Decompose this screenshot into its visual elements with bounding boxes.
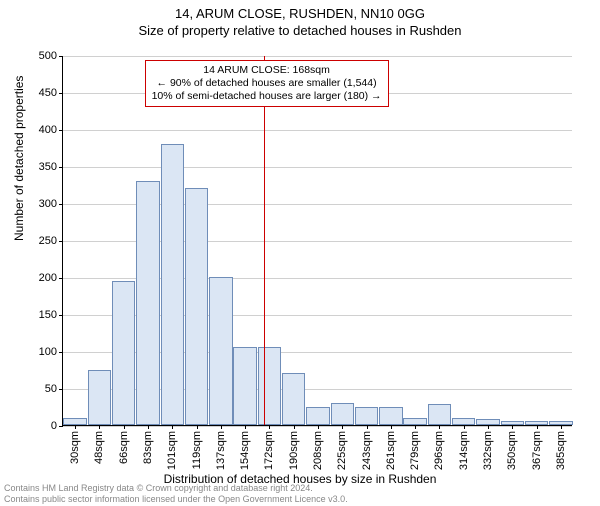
xtick-label: 385sqm [555, 431, 567, 470]
info-box: 14 ARUM CLOSE: 168sqm← 90% of detached h… [145, 60, 389, 107]
xtick-mark [172, 425, 173, 429]
xtick-label: 367sqm [531, 431, 543, 470]
bar [161, 144, 184, 425]
xtick-mark [367, 425, 368, 429]
gridline [63, 167, 572, 168]
xtick-mark [99, 425, 100, 429]
ytick-mark [59, 352, 63, 353]
xtick-mark [464, 425, 465, 429]
bar [379, 407, 402, 426]
xtick-label: 66sqm [118, 431, 130, 464]
bar [88, 370, 111, 426]
bar [282, 373, 305, 425]
bar [185, 188, 208, 425]
ytick-label: 400 [39, 124, 57, 136]
ytick-label: 350 [39, 161, 57, 173]
ytick-label: 250 [39, 235, 57, 247]
ytick-mark [59, 426, 63, 427]
xtick-mark [537, 425, 538, 429]
xtick-label: 154sqm [239, 431, 251, 470]
xtick-mark [318, 425, 319, 429]
xtick-label: 101sqm [166, 431, 178, 470]
gridline [63, 130, 572, 131]
bar [331, 403, 354, 425]
bar [233, 347, 256, 425]
xtick-mark [245, 425, 246, 429]
xtick-mark [488, 425, 489, 429]
xtick-mark [342, 425, 343, 429]
ytick-mark [59, 278, 63, 279]
xtick-label: 350sqm [506, 431, 518, 470]
xtick-label: 225sqm [336, 431, 348, 470]
ytick-label: 0 [51, 420, 57, 432]
ytick-label: 200 [39, 272, 57, 284]
xtick-label: 243sqm [361, 431, 373, 470]
bar [452, 418, 475, 425]
xtick-label: 30sqm [69, 431, 81, 464]
ytick-mark [59, 389, 63, 390]
ytick-label: 150 [39, 309, 57, 321]
xtick-label: 261sqm [385, 431, 397, 470]
ytick-mark [59, 315, 63, 316]
footer: Contains HM Land Registry data © Crown c… [4, 483, 348, 504]
bar [306, 407, 329, 426]
ytick-mark [59, 167, 63, 168]
xtick-label: 190sqm [288, 431, 300, 470]
xtick-label: 119sqm [191, 431, 203, 469]
y-axis-label: Number of detached properties [12, 76, 26, 241]
marker-line [264, 56, 265, 425]
xtick-mark [415, 425, 416, 429]
ytick-label: 300 [39, 198, 57, 210]
xtick-mark [512, 425, 513, 429]
ytick-label: 500 [39, 50, 57, 62]
xtick-mark [391, 425, 392, 429]
xtick-mark [561, 425, 562, 429]
ytick-mark [59, 204, 63, 205]
xtick-label: 208sqm [312, 431, 324, 470]
bar [403, 418, 426, 425]
gridline [63, 56, 572, 57]
ytick-mark [59, 56, 63, 57]
ytick-mark [59, 130, 63, 131]
xtick-label: 332sqm [482, 431, 494, 470]
xtick-mark [75, 425, 76, 429]
xtick-mark [294, 425, 295, 429]
ytick-mark [59, 241, 63, 242]
xtick-label: 137sqm [215, 431, 227, 470]
bar [355, 407, 378, 426]
xtick-mark [148, 425, 149, 429]
ytick-label: 450 [39, 87, 57, 99]
xtick-label: 314sqm [458, 431, 470, 470]
info-box-line: 10% of semi-detached houses are larger (… [152, 90, 382, 103]
bar [136, 181, 159, 425]
xtick-mark [197, 425, 198, 429]
footer-line-2: Contains public sector information licen… [4, 494, 348, 504]
xtick-label: 48sqm [93, 431, 105, 464]
chart-area: 05010015020025030035040045050030sqm48sqm… [62, 56, 572, 426]
xtick-mark [439, 425, 440, 429]
title-sub: Size of property relative to detached ho… [0, 23, 600, 38]
footer-line-1: Contains HM Land Registry data © Crown c… [4, 483, 348, 493]
bar [428, 404, 451, 425]
xtick-label: 172sqm [263, 431, 275, 470]
title-main: 14, ARUM CLOSE, RUSHDEN, NN10 0GG [0, 6, 600, 21]
bar [63, 418, 86, 425]
ytick-label: 50 [45, 383, 57, 395]
info-box-line: 14 ARUM CLOSE: 168sqm [152, 64, 382, 77]
xtick-mark [221, 425, 222, 429]
xtick-mark [124, 425, 125, 429]
ytick-label: 100 [39, 346, 57, 358]
xtick-label: 296sqm [433, 431, 445, 470]
xtick-mark [269, 425, 270, 429]
plot: 05010015020025030035040045050030sqm48sqm… [62, 56, 572, 426]
bar [209, 277, 232, 425]
ytick-mark [59, 93, 63, 94]
bar [112, 281, 135, 425]
xtick-label: 279sqm [409, 431, 421, 470]
info-box-line: ← 90% of detached houses are smaller (1,… [152, 77, 382, 90]
bar [258, 347, 281, 425]
xtick-label: 83sqm [142, 431, 154, 464]
